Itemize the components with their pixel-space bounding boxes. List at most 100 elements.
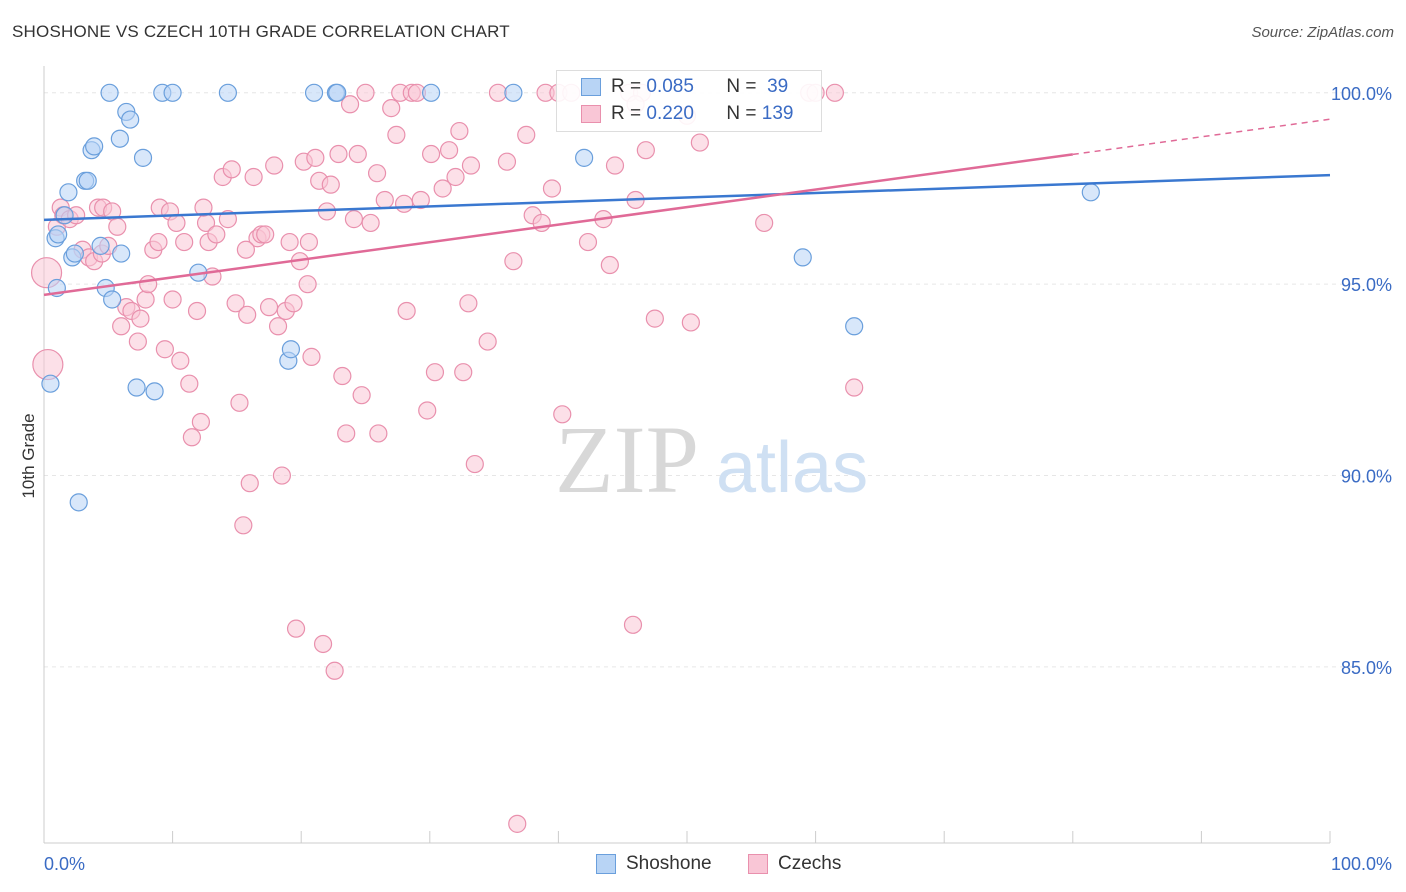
czech-point [236,240,256,259]
czech-point [425,363,445,382]
czech-point [299,232,319,252]
czech-point [344,210,364,229]
czech-point [465,454,484,474]
r-value: 0.085 [646,76,694,97]
x-tick-label: 100.0% [1331,854,1392,874]
shoshone-point [145,382,164,401]
czech-point [131,309,150,328]
shoshone-point [69,493,88,512]
czech-point [222,160,241,179]
czech-point [194,198,213,217]
czech-point [313,634,333,654]
shoshone-point [55,206,74,225]
czech-point [265,156,284,175]
czech-point [690,133,709,152]
watermark: ZIP atlas [555,406,868,513]
czech-point [284,294,303,313]
czech-point [256,225,275,244]
czech-trend-extension [1072,118,1331,156]
czech-point [244,167,263,187]
n-value: 39 [767,76,789,97]
n-label: N = [726,103,757,124]
shoshone-swatch [581,78,601,96]
czech-point [321,175,340,194]
shoshone-point [793,248,812,267]
shoshone-legend-swatch [596,854,616,874]
shoshone-point [304,83,324,102]
shoshone-point [121,110,140,129]
shoshone-point [103,290,122,309]
czech-point [382,99,401,118]
czech-point [845,378,864,397]
czech-trend-line [43,153,1073,297]
czech-point [207,225,226,244]
czech-point [418,401,437,420]
grid-lines [44,92,1360,668]
czech-point [280,232,299,252]
shoshone-point [504,83,523,102]
czech-point [259,298,279,317]
czech-point [553,405,572,424]
czech-point [645,309,664,328]
axes [43,66,1331,844]
tick-labels: 85.0% 90.0% 95.0% 100.0% 0.0% 100.0% [44,84,1392,874]
shoshone-point [328,83,347,102]
czech-point [542,179,562,198]
czech-point [459,294,478,313]
source-label: Source: ZipAtlas.com [1251,24,1394,41]
czech-point [340,95,360,114]
czech-point [356,83,375,102]
czech-point [367,164,387,183]
czech-point [272,466,292,485]
czech-point [681,313,700,332]
czech-point [240,474,259,493]
czech-point [397,301,416,321]
czech-point [108,217,127,236]
czech-point [136,290,155,309]
y-tick-label: 95.0% [1341,275,1392,295]
czech-point [167,213,186,233]
shoshone-point [133,148,153,167]
czech-point [497,152,517,171]
czech-point [488,83,508,102]
czech-point [600,255,619,275]
czech-point [504,252,523,271]
shoshone-trend-line [43,173,1331,222]
czech-point [755,213,774,233]
shoshone-point [281,340,301,359]
czech-point [352,386,371,405]
czech-point [298,275,317,294]
czech-point [508,814,527,833]
czech-point [623,615,643,634]
czech-point [605,156,625,175]
czech-point [825,83,844,102]
czech-point [175,232,194,252]
shoshone-point [78,171,97,190]
stats-legend: R = 0.085 N = 39 R = 0.220 N = 139 [556,70,822,132]
shoshone-point [1081,183,1100,202]
czech-point [286,619,306,638]
shoshone-point [49,225,68,244]
czech-point [578,232,598,252]
czech-point [446,167,465,187]
czech-point [226,294,245,313]
y-tick-label: 90.0% [1341,467,1392,487]
czech-point [230,393,249,412]
czech-point [329,144,348,164]
shoshone-point [59,183,78,202]
n-value: 139 [761,103,794,124]
czech-point [234,516,253,535]
czech-point [139,275,158,294]
czech-point [149,232,168,252]
czech-point [187,301,207,321]
czech-swatch [581,105,601,123]
shoshone-legend-label: Shoshone [626,853,712,874]
czech-point [433,179,452,198]
x-tick-label: 0.0% [44,854,85,874]
watermark-atlas: atlas [716,428,868,508]
czech-point [478,332,497,351]
czech-point [361,213,380,233]
shoshone-point [41,374,60,393]
czech-point [268,317,288,336]
